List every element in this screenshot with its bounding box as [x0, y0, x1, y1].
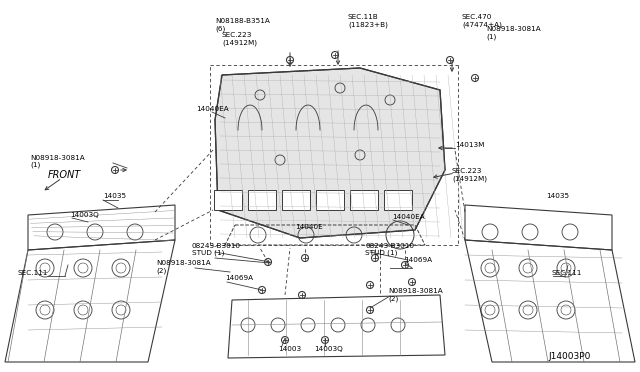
Text: N08918-3081A
(1): N08918-3081A (1) — [486, 26, 541, 39]
Text: SEC.223
(14912M): SEC.223 (14912M) — [452, 168, 487, 182]
Text: 14003: 14003 — [278, 346, 301, 352]
Text: SEC.470
(47474+A): SEC.470 (47474+A) — [462, 14, 502, 28]
Text: SEC.223
(14912M): SEC.223 (14912M) — [222, 32, 257, 45]
Bar — [384, 190, 412, 210]
Text: 14040EA: 14040EA — [196, 106, 228, 112]
Polygon shape — [215, 68, 445, 238]
Bar — [282, 190, 310, 210]
Text: 14040EA: 14040EA — [392, 214, 425, 220]
Text: 08243-B3010
STUD (1): 08243-B3010 STUD (1) — [365, 243, 414, 257]
Text: SEC.111: SEC.111 — [18, 270, 49, 276]
Text: SEC.11B
(11823+B): SEC.11B (11823+B) — [348, 14, 388, 28]
Text: N08188-B351A
(6): N08188-B351A (6) — [215, 18, 270, 32]
Text: 14013M: 14013M — [455, 142, 484, 148]
Text: 14069A: 14069A — [225, 275, 253, 281]
Text: 14003Q: 14003Q — [314, 346, 343, 352]
Text: J14003P0: J14003P0 — [548, 352, 590, 361]
Text: 14003Q: 14003Q — [70, 212, 99, 218]
Text: FRONT: FRONT — [48, 170, 81, 180]
Text: 14040E: 14040E — [295, 224, 323, 230]
Bar — [214, 190, 242, 210]
Text: 14069A: 14069A — [404, 257, 432, 263]
Text: 08243-B3010
STUD (1): 08243-B3010 STUD (1) — [192, 243, 241, 257]
Text: N08918-3081A
(2): N08918-3081A (2) — [156, 260, 211, 273]
Text: 14035: 14035 — [546, 193, 569, 199]
Bar — [316, 190, 344, 210]
Text: 14035: 14035 — [103, 193, 126, 199]
Text: SEC.111: SEC.111 — [551, 270, 581, 276]
Text: N08918-3081A
(1): N08918-3081A (1) — [30, 155, 84, 169]
Bar — [350, 190, 378, 210]
Bar — [248, 190, 276, 210]
Text: N08918-3081A
(2): N08918-3081A (2) — [388, 288, 443, 301]
